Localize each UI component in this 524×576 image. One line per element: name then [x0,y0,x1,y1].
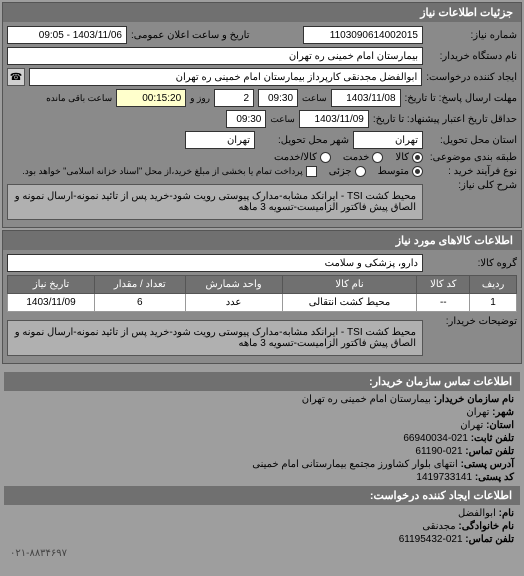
label-time1: ساعت [302,93,327,104]
main-panel: جزئیات اطلاعات نیاز شماره نیاز: 11030906… [2,2,522,228]
radio-service-icon [372,152,383,163]
buyer-contact-button[interactable]: ☎ [7,68,25,86]
label-process-type: نوع فرآیند خرید : [427,166,517,177]
radio-item-both[interactable]: کالا/خدمت [274,152,331,163]
footer-phone: ۰۲۱-۸۸۳۴۶۹۷ [4,546,520,561]
main-panel-header: جزئیات اطلاعات نیاز [3,3,521,22]
radio-medium-icon [412,166,423,177]
main-panel-body: شماره نیاز: 1103090614002015 تاریخ و ساع… [3,22,521,227]
cell-row: 1 [470,294,517,312]
label-time2: ساعت [270,114,295,125]
info-line: نام سازمان خریدار: بیمارستان امام خمینی … [4,393,520,406]
label-org: نام دستگاه خریدار: [427,51,517,62]
cell-qty: 6 [95,294,186,312]
label-buyer-notes: توضیحات خریدار: [427,316,517,327]
row-deadline-valid: حداقل تاریخ اعتبار پیشنهاد: تا تاریخ: 14… [7,110,517,128]
field-valid-date: 1403/11/09 [299,110,369,128]
items-panel-body: گروه کالا: دارو، پزشکی و سلامت ردیف کد ک… [3,250,521,363]
contact-buyer-header: اطلاعات تماس سازمان خریدار: [4,372,520,391]
label-deadline-send: مهلت ارسال پاسخ: تا تاریخ: [405,93,517,104]
th-qty: تعداد / مقدار [95,276,186,294]
info-line: کد پستی: 1419733141 [4,471,520,484]
field-delivery-city: تهران [185,131,255,149]
field-request-number: 1103090614002015 [303,26,423,44]
checkbox-treasury[interactable]: پرداخت تمام یا بخشی از مبلغ خرید،از محل … [22,166,316,177]
label-item-class: طبقه بندی موضوعی: [427,152,517,163]
field-valid-time: 09:30 [226,110,266,128]
row-buyer-notes: توضیحات خریدار: محیط کشت TSI - ایرانکد م… [7,316,517,356]
info-line: تلفن ثابت: 021-66940034 [4,432,520,445]
row-item-class: طبقه بندی موضوعی: کالا خدمت کالا/خدمت [7,152,517,163]
field-requester: ابوالفضل مجدنقی کارپرداز بیمارستان امام … [29,68,422,86]
cell-code: -- [417,294,470,312]
th-date: تاریخ نیاز [8,276,95,294]
info-line: شهر: تهران [4,406,520,419]
label-delivery-city: شهر محل تحویل: [259,135,349,146]
label-public-announce: تاریخ و ساعت اعلان عمومی: [131,30,250,41]
th-row: ردیف [470,276,517,294]
table-row[interactable]: 1 -- محیط کشت انتقالی عدد 6 1403/11/09 [8,294,517,312]
contact-requester-header: اطلاعات ایجاد کننده درخواست: [4,486,520,505]
row-request-number: شماره نیاز: 1103090614002015 تاریخ و ساع… [7,26,517,44]
row-deadline-send: مهلت ارسال پاسخ: تا تاریخ: 1403/11/08 سا… [7,89,517,107]
field-deadline-time: 09:30 [258,89,298,107]
label-request-number: شماره نیاز: [427,30,517,41]
field-deadline-date: 1403/11/08 [331,89,401,107]
cell-name: محیط کشت انتقالی [282,294,417,312]
label-delivery-state: استان محل تحویل: [427,135,517,146]
radio-item-service[interactable]: خدمت [343,152,384,163]
label-requester: ایجاد کننده درخواست: [426,72,517,83]
contact-info-section: اطلاعات تماس سازمان خریدار: نام سازمان خ… [0,366,524,565]
cell-date: 1403/11/09 [8,294,95,312]
radio-item-minor[interactable]: جزئی [329,166,366,177]
radio-item-medium[interactable]: متوسط [378,166,423,177]
items-panel: اطلاعات کالاهای مورد نیاز گروه کالا: دار… [2,230,522,364]
info-line: تلفن تماس: 021-61190 [4,445,520,458]
label-deadline-valid: حداقل تاریخ اعتبار پیشنهاد: تا تاریخ: [373,114,517,125]
row-goods-group: گروه کالا: دارو، پزشکی و سلامت [7,254,517,272]
item-class-radios: کالا خدمت کالا/خدمت [274,152,423,163]
info-line: تلفن تماس: 021-61195432 [4,533,520,546]
th-code: کد کالا [417,276,470,294]
label-need-desc: شرح کلی نیاز: [427,180,517,191]
row-delivery: استان محل تحویل: تهران شهر محل تحویل: ته… [7,131,517,149]
label-goods-group: گروه کالا: [427,258,517,269]
field-public-announce: 1403/11/06 - 09:05 [7,26,127,44]
cell-unit: عدد [185,294,282,312]
field-org: بیمارستان امام خمینی ره تهران [7,47,423,65]
field-deadline-days: 2 [214,89,254,107]
process-type-radios: متوسط جزئی [329,166,423,177]
row-org: نام دستگاه خریدار: بیمارستان امام خمینی … [7,47,517,65]
field-goods-group: دارو، پزشکی و سلامت [7,254,423,272]
radio-goods-icon [412,152,423,163]
items-panel-header: اطلاعات کالاهای مورد نیاز [3,231,521,250]
radio-both-icon [320,152,331,163]
row-requester: ایجاد کننده درخواست: ابوالفضل مجدنقی کار… [7,68,517,86]
need-desc-box: محیط کشت TSI - ایرانکد مشابه-مدارک پیوست… [7,184,423,220]
th-unit: واحد شمارش [185,276,282,294]
label-remain: ساعت باقی مانده [46,93,112,104]
th-name: نام کالا [282,276,417,294]
radio-item-goods[interactable]: کالا [395,152,423,163]
label-days: روز و [190,93,210,104]
row-process-type: نوع فرآیند خرید : متوسط جزئی پرداخت تمام… [7,166,517,177]
info-line: نام خانوادگی: مجدنقی [4,520,520,533]
field-delivery-state: تهران [353,131,423,149]
info-line: آدرس پستی: انتهای بلوار کشاورز مجتمع بیم… [4,458,520,471]
checkbox-treasury-icon [306,166,317,177]
info-line: نام: ابوالفضل [4,507,520,520]
items-table: ردیف کد کالا نام کالا واحد شمارش تعداد /… [7,275,517,312]
table-header-row: ردیف کد کالا نام کالا واحد شمارش تعداد /… [8,276,517,294]
buyer-notes-box: محیط کشت TSI - ایرانکد مشابه-مدارک پیوست… [7,320,423,356]
info-line: استان: تهران [4,419,520,432]
radio-minor-icon [355,166,366,177]
row-need-desc: شرح کلی نیاز: محیط کشت TSI - ایرانکد مشا… [7,180,517,220]
field-deadline-remain: 00:15:20 [116,89,186,107]
